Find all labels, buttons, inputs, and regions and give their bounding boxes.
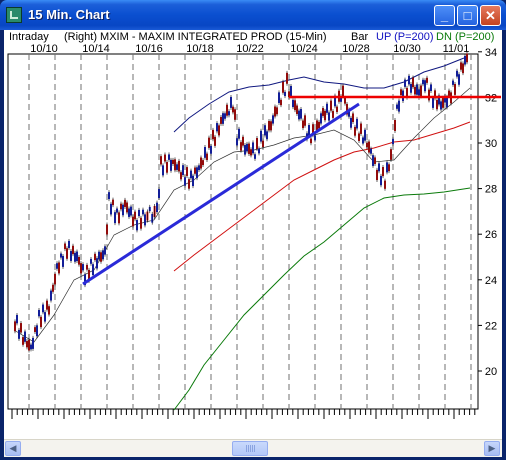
x-axis-ticks xyxy=(11,409,476,419)
minimize-button[interactable]: _ xyxy=(434,5,455,26)
y-tick-label: 32 xyxy=(485,92,497,104)
dn-band-label: DN (P=200) xyxy=(436,31,494,43)
plot-frame xyxy=(7,53,479,410)
chart-header-title: (Right) MXIM - MAXIM INTEGRATED PROD (15… xyxy=(64,31,327,43)
mid-band-line xyxy=(173,121,471,272)
trend-line[interactable] xyxy=(82,102,360,286)
date-label: 10/28 xyxy=(342,43,370,55)
scroll-left-button[interactable]: ◀ xyxy=(5,441,21,456)
date-label: 10/14 xyxy=(82,43,110,55)
price-chart[interactable]: Intraday (Right) MXIM - MAXIM INTEGRATED… xyxy=(4,30,502,439)
upper-band-line xyxy=(173,57,465,133)
date-labels: 10/10 10/14 10/16 10/18 10/22 10/24 10/28 10/30… xyxy=(30,43,469,55)
maximize-button[interactable]: □ xyxy=(457,5,478,26)
window-title: 15 Min. Chart xyxy=(28,7,110,22)
scroll-thumb[interactable] xyxy=(232,441,268,456)
date-label: 11/01 xyxy=(443,43,470,55)
y-tick-label: 20 xyxy=(485,366,497,378)
lower-band-line xyxy=(173,187,471,411)
date-label: 10/10 xyxy=(30,43,58,55)
title-bar[interactable]: 15 Min. Chart _ □ ✕ xyxy=(0,0,506,30)
y-tick-label: 26 xyxy=(485,229,497,241)
y-tick-label: 34 xyxy=(485,47,497,59)
chart-area[interactable]: Intraday (Right) MXIM - MAXIM INTEGRATED… xyxy=(4,30,502,456)
date-label: 10/18 xyxy=(186,43,214,55)
grid-lines xyxy=(28,54,472,409)
scroll-right-button[interactable]: ▶ xyxy=(484,441,500,456)
horizontal-scrollbar[interactable]: ◀ ▶ xyxy=(4,439,502,457)
chart-app-icon xyxy=(6,7,22,23)
y-tick-label: 22 xyxy=(485,320,497,332)
date-label: 10/30 xyxy=(393,43,421,55)
intraday-label: Intraday xyxy=(9,31,49,43)
y-axis: 34 32 30 28 26 24 22 20 xyxy=(478,47,497,378)
thumb-grip-icon xyxy=(246,445,255,452)
date-label: 10/24 xyxy=(290,43,318,55)
y-tick-label: 24 xyxy=(485,275,497,287)
y-tick-label: 30 xyxy=(485,138,497,150)
close-button[interactable]: ✕ xyxy=(480,5,501,26)
price-bars xyxy=(14,51,468,353)
y-tick-label: 28 xyxy=(485,184,497,196)
date-label: 10/22 xyxy=(236,43,264,55)
bands xyxy=(13,57,471,411)
date-label: 10/16 xyxy=(135,43,163,55)
up-band-label: UP (P=200) xyxy=(376,31,434,43)
bar-label: Bar xyxy=(351,31,368,43)
